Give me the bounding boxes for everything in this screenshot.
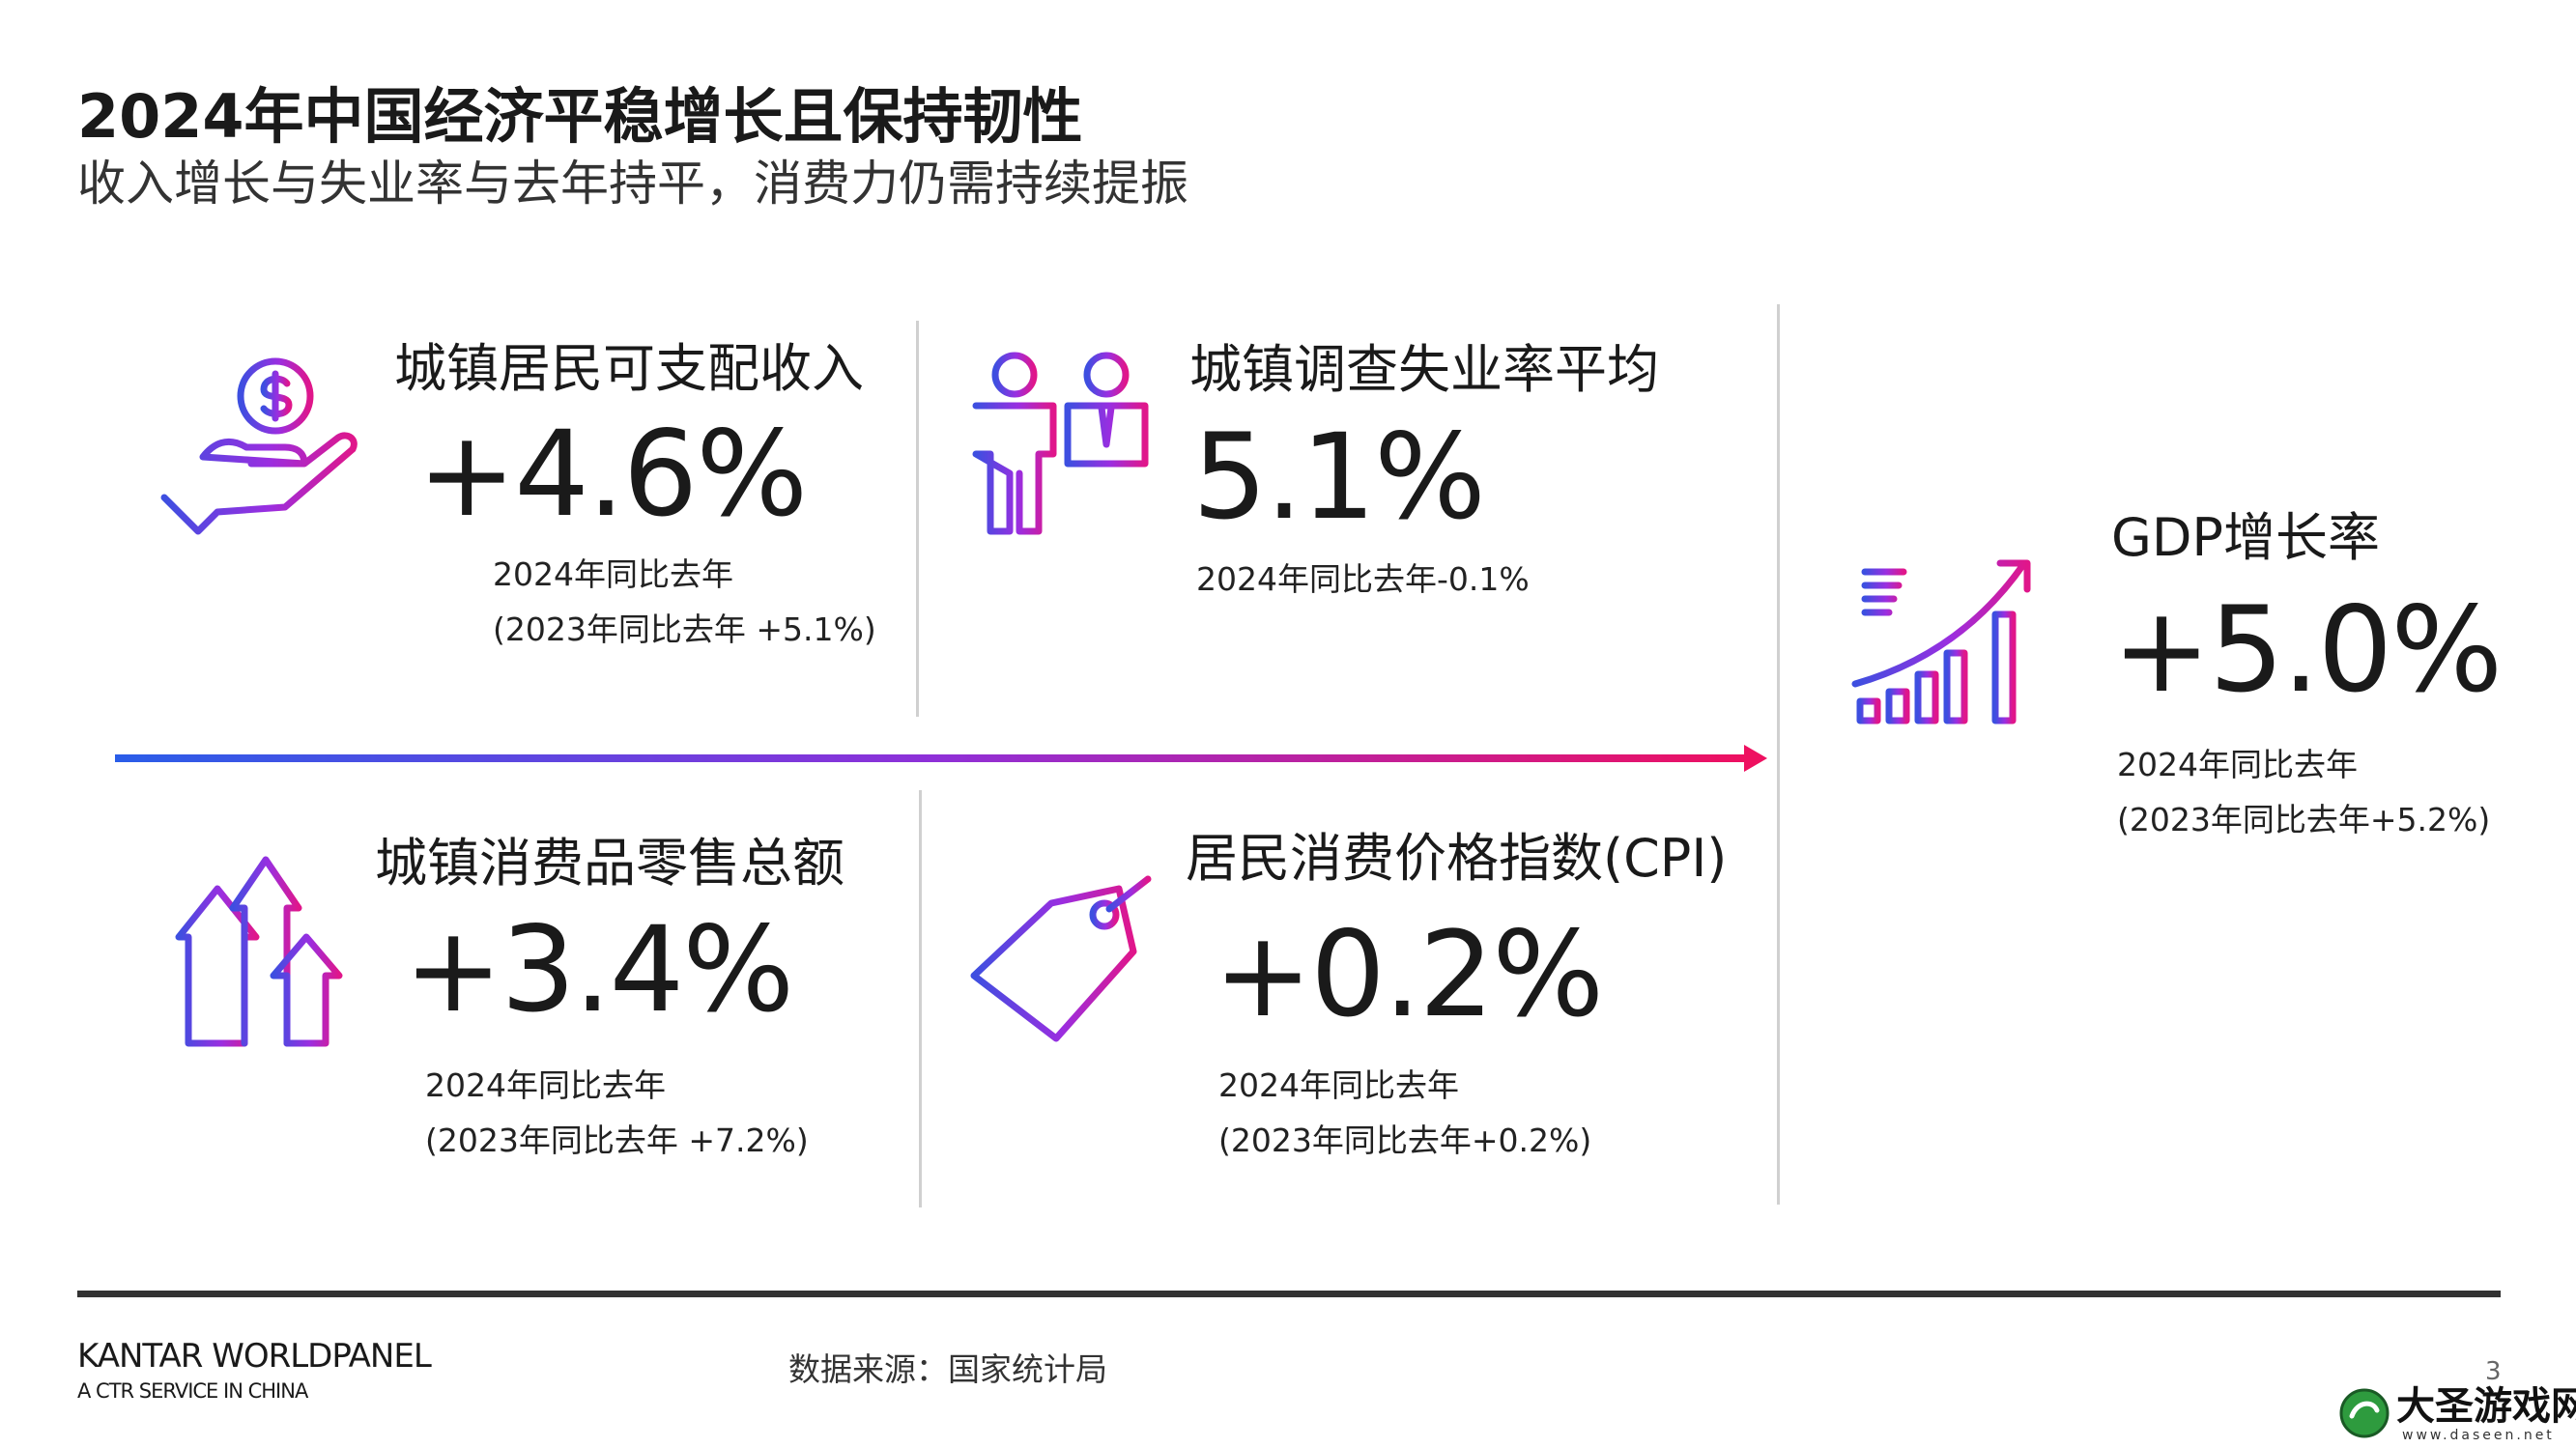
income-icon — [160, 357, 358, 535]
head — [1083, 352, 1130, 398]
metric-label: 城镇调查失业率平均 — [1189, 339, 1659, 400]
divider — [919, 790, 922, 1207]
page-number: 3 — [2485, 1357, 2502, 1386]
dollar — [260, 370, 293, 422]
metric-label: GDP增长率 — [2111, 507, 2380, 568]
bar — [1856, 697, 1881, 724]
metric-label: 居民消费价格指数(CPI) — [1186, 828, 1728, 889]
coin — [237, 357, 314, 435]
source: 数据来源：国家统计局 — [788, 1350, 1107, 1388]
metric-note: (2023年同比去年 +5.1%) — [493, 610, 876, 648]
logo-swoosh — [2349, 1401, 2380, 1419]
footer-rule — [77, 1291, 2501, 1297]
arrow-head — [1744, 745, 1767, 772]
bar — [1885, 688, 1910, 724]
metric-value: +5.0% — [2112, 582, 2503, 719]
metric-note: (2023年同比去年+0.2%) — [1218, 1121, 1592, 1159]
metric-note: (2023年同比去年 +7.2%) — [425, 1121, 809, 1159]
brand-sub: A CTR SERVICE IN CHINA — [77, 1379, 308, 1403]
bar — [1991, 610, 2017, 724]
metric-note: 2024年同比去年 — [1218, 1066, 1459, 1104]
trend-arrow — [1851, 559, 2031, 688]
person — [972, 402, 1057, 535]
metric-note: 2024年同比去年-0.1% — [1196, 560, 1530, 598]
arrow-up — [270, 933, 343, 1047]
employment-icon — [972, 352, 1149, 535]
metric-note: (2023年同比去年+5.2%) — [2117, 801, 2491, 838]
subtitle: 收入增长与失业率与去年持平，消费力仍需持续提振 — [77, 156, 1188, 212]
tag-string — [1105, 875, 1152, 913]
watermark-name: 大圣游戏网 — [2396, 1384, 2576, 1429]
metric-label: 城镇消费品零售总额 — [375, 833, 844, 894]
bar — [1943, 649, 1968, 724]
divider — [916, 321, 919, 717]
metric-value: 5.1% — [1192, 409, 1486, 546]
tag — [970, 885, 1137, 1042]
tag-hole — [1089, 899, 1120, 930]
arrow-up — [229, 856, 302, 1047]
watermark-url: www.daseen.net — [2402, 1428, 2555, 1443]
metric-value: +4.6% — [417, 406, 808, 543]
metric-note: 2024年同比去年 — [425, 1066, 666, 1104]
metric-note: 2024年同比去年 — [493, 555, 733, 593]
person-desk — [1064, 402, 1149, 468]
metric-label: 城镇居民可支配收入 — [394, 338, 864, 399]
arrow-shaft — [115, 754, 1748, 762]
watermark-logo — [2339, 1388, 2390, 1438]
metric-note: 2024年同比去年 — [2117, 746, 2358, 783]
metric-value: +3.4% — [404, 901, 794, 1038]
gdp-icon — [1846, 559, 2033, 734]
cpi-icon — [970, 875, 1152, 1042]
metric-value: +0.2% — [1214, 906, 1604, 1043]
retail-icon — [175, 856, 343, 1047]
head — [991, 352, 1038, 398]
title: 2024年中国经济平稳增长且保持韧性 — [77, 81, 1083, 152]
lines — [1861, 568, 1907, 616]
brand: KANTAR WORLDPANEL — [77, 1337, 432, 1376]
hand — [160, 432, 358, 535]
logo-circle — [2339, 1388, 2390, 1438]
bar — [1914, 670, 1939, 724]
timeline-arrow — [115, 745, 1767, 772]
divider — [1777, 304, 1780, 1205]
